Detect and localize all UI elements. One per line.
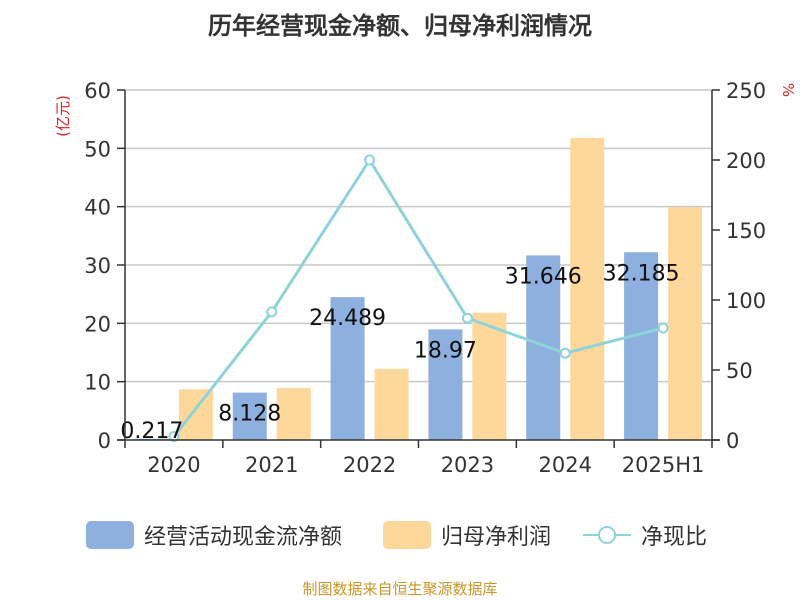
point-ratio bbox=[364, 154, 376, 166]
y-left-tick-label: 60 bbox=[84, 79, 111, 103]
bar-profit bbox=[374, 368, 409, 440]
y-left-tick-label: 40 bbox=[84, 196, 111, 220]
point-ratio bbox=[168, 431, 180, 442]
legend-swatch-profit bbox=[383, 521, 431, 549]
data-label-cash: 24.489 bbox=[309, 306, 386, 331]
legend-swatch-cash bbox=[86, 521, 134, 549]
y-right-tick-label: 50 bbox=[726, 359, 753, 383]
bar-profit bbox=[668, 207, 703, 440]
bar-cash bbox=[330, 297, 365, 440]
legend-label-profit: 归母净利润 bbox=[441, 525, 552, 550]
y-right-tick-label: 150 bbox=[726, 219, 766, 243]
legend-item-cash[interactable]: 经营活动现金流净额 bbox=[86, 515, 342, 555]
bar-profit bbox=[570, 137, 605, 441]
x-tick-label: 2023 bbox=[441, 453, 494, 477]
y-right-tick-label: 0 bbox=[726, 429, 739, 453]
legend: 经营活动现金流净额 归母净利润 净现比 bbox=[0, 515, 800, 555]
legend-item-profit[interactable]: 归母净利润 bbox=[383, 515, 551, 555]
x-tick-label: 2024 bbox=[539, 453, 592, 477]
x-tick-label: 2022 bbox=[343, 453, 396, 477]
line-ratio bbox=[172, 157, 664, 438]
legend-label-ratio: 净现比 bbox=[641, 525, 708, 550]
y-left-tick-label: 20 bbox=[84, 312, 111, 336]
bar-profit bbox=[178, 389, 213, 440]
legend-swatch-ratio bbox=[583, 521, 631, 549]
y-left-tick-label: 0 bbox=[98, 429, 111, 453]
data-label-cash: 18.97 bbox=[414, 338, 477, 363]
x-tick-label: 2020 bbox=[147, 453, 200, 477]
y-left-tick-label: 50 bbox=[84, 137, 111, 161]
point-ratio bbox=[461, 312, 473, 324]
bar-cash bbox=[232, 392, 267, 440]
bar-cash bbox=[624, 252, 659, 440]
point-ratio bbox=[657, 322, 669, 334]
y-right-tick-label: 250 bbox=[726, 79, 766, 103]
y-left-tick-label: 30 bbox=[84, 254, 111, 278]
x-tick-label: 2021 bbox=[245, 453, 298, 477]
y-left-axis-label: (亿元) bbox=[54, 95, 72, 137]
legend-item-ratio[interactable]: 净现比 bbox=[583, 515, 707, 555]
chart-title: 历年经营现金净额、归母净利润情况 bbox=[208, 12, 592, 40]
bar-cash bbox=[428, 329, 463, 440]
point-ratio bbox=[559, 347, 571, 359]
y-right-tick-label: 200 bbox=[726, 149, 766, 173]
y-right-axis-label: % bbox=[779, 83, 797, 97]
data-label-cash: 32.185 bbox=[603, 261, 680, 286]
data-label-cash: 8.128 bbox=[218, 402, 281, 427]
y-right-tick-label: 100 bbox=[726, 289, 766, 313]
bar-profit bbox=[276, 388, 311, 440]
point-ratio bbox=[266, 306, 278, 318]
bar-profit bbox=[472, 312, 507, 440]
legend-label-cash: 经营活动现金流净额 bbox=[144, 525, 343, 550]
source-note: 制图数据来自恒生聚源数据库 bbox=[302, 580, 498, 598]
data-label-cash: 31.646 bbox=[505, 264, 582, 289]
y-left-tick-label: 10 bbox=[84, 371, 111, 395]
bar-cash bbox=[526, 255, 561, 440]
x-tick-label: 2025H1 bbox=[622, 453, 705, 477]
